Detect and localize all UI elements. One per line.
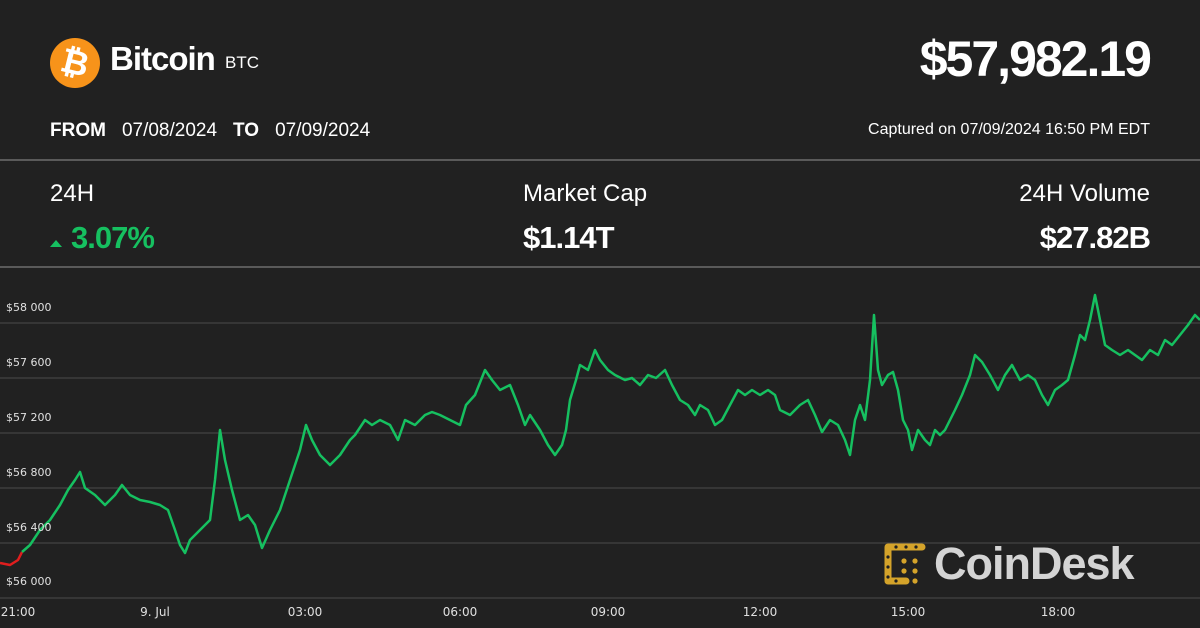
- x-tick-label: 21:00: [0, 605, 36, 619]
- x-tick-label: 9. Jul: [140, 605, 170, 619]
- y-tick-label: $56 400: [6, 521, 52, 534]
- bitcoin-icon: ₿: [56, 41, 94, 85]
- from-label: FROM: [50, 120, 106, 141]
- captured-timestamp: Captured on 07/09/2024 16:50 PM EDT: [868, 121, 1150, 138]
- change-24h-percent: 3.07%: [71, 220, 155, 255]
- y-tick-label: $58 000: [6, 301, 52, 314]
- x-tick-label: 15:00: [890, 605, 926, 619]
- volume-24h-value: $27.82B: [1039, 220, 1151, 255]
- x-tick-label: 06:00: [442, 605, 478, 619]
- to-label: TO: [233, 120, 260, 141]
- x-tick-label: 18:00: [1040, 605, 1076, 619]
- price-line: [21, 293, 1200, 555]
- up-triangle-icon: [50, 239, 62, 247]
- from-date: 07/08/2024: [121, 120, 218, 141]
- volume-24h-label: 24H Volume: [1019, 180, 1150, 207]
- coindesk-logo-icon: [884, 543, 926, 585]
- change-24h-label: 24H: [50, 180, 95, 207]
- coindesk-wordmark: CoinDesk: [934, 538, 1135, 589]
- change-24h-value: 3.07%: [50, 220, 155, 256]
- coin-symbol: BTC: [225, 53, 259, 72]
- x-tick-label: 03:00: [287, 605, 323, 619]
- x-tick-label: 09:00: [590, 605, 626, 619]
- market-cap-value: $1.14T: [523, 220, 615, 255]
- current-price: $57,982.19: [919, 31, 1152, 87]
- bitcoin-logo-icon: ₿: [50, 38, 100, 88]
- divider-bottom: [0, 266, 1200, 268]
- y-tick-label: $57 600: [6, 356, 52, 369]
- y-tick-label: $57 200: [6, 411, 52, 424]
- divider-top: [0, 159, 1200, 161]
- chart-gridlines: [0, 322, 1200, 599]
- price-line-down: [0, 551, 24, 567]
- y-tick-label: $56 000: [6, 575, 52, 588]
- coindesk-brand: CoinDesk: [882, 538, 1135, 590]
- date-range: FROM 07/08/2024 TO 07/09/2024: [50, 120, 370, 142]
- price-chart: [0, 293, 1200, 599]
- coin-name: Bitcoin: [110, 40, 216, 77]
- x-tick-label: 12:00: [742, 605, 778, 619]
- to-date: 07/09/2024: [275, 120, 371, 141]
- market-cap-label: Market Cap: [523, 180, 648, 207]
- y-tick-label: $56 800: [6, 466, 52, 479]
